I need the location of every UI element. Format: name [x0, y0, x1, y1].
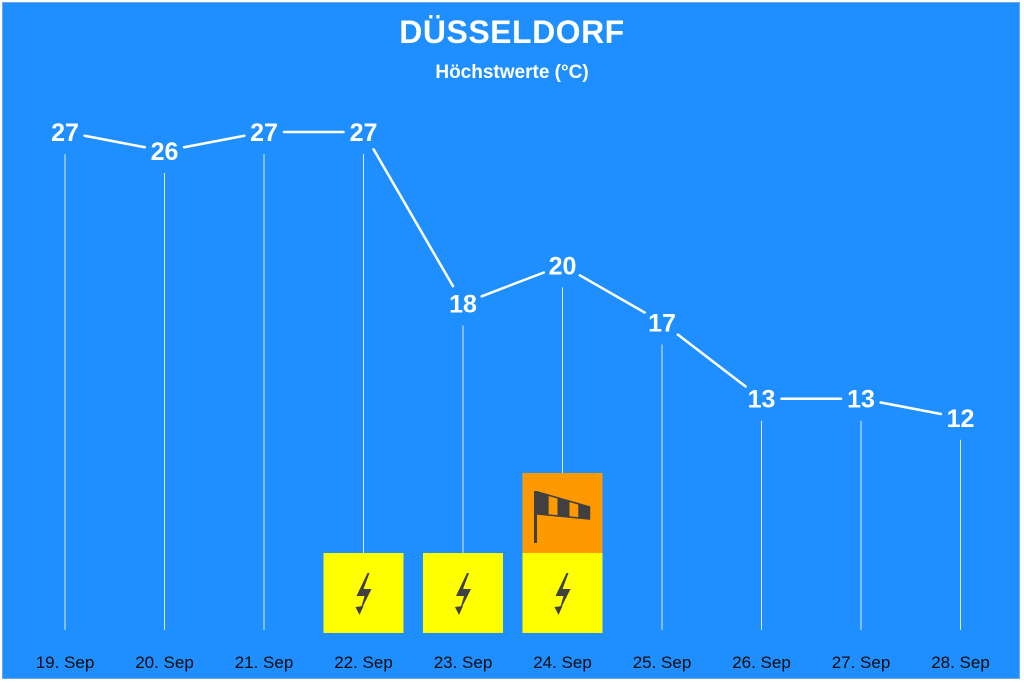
- x-tick-label: 28. Sep: [931, 653, 990, 672]
- x-tick-label: 27. Sep: [832, 653, 891, 672]
- windsock-stripe: [547, 494, 560, 517]
- windsock-stripe: [557, 497, 570, 518]
- x-tick-label: 26. Sep: [732, 653, 791, 672]
- windsock-stripe: [567, 500, 580, 519]
- chart-subtitle: Höchstwerte (°C): [435, 62, 589, 83]
- windsock-stripe: [578, 503, 591, 520]
- x-tick-label: 20. Sep: [135, 653, 194, 672]
- lightning-bolt: [456, 573, 471, 613]
- windsock-icon: [522, 473, 603, 553]
- data-label: 12: [947, 405, 975, 433]
- lightning-bolt: [555, 573, 571, 613]
- data-label: 17: [648, 310, 676, 338]
- series-line-segment: [182, 134, 246, 149]
- lightning-tip: [554, 606, 563, 615]
- x-tick-label: 21. Sep: [235, 653, 294, 672]
- data-label: 27: [51, 119, 79, 147]
- series-line-segment: [578, 274, 646, 314]
- x-tick-label: 24. Sep: [533, 653, 592, 672]
- lightning-tip: [355, 606, 364, 615]
- data-label: 13: [748, 386, 776, 414]
- series-line-segment: [372, 148, 455, 288]
- x-tick-label: 23. Sep: [434, 653, 493, 672]
- chart-title: DÜSSELDORF: [399, 14, 625, 50]
- series-line-segment: [83, 134, 147, 149]
- lightning-icon: [423, 553, 503, 633]
- data-label: 27: [350, 119, 378, 147]
- lightning-icon: [323, 553, 404, 633]
- data-label: 20: [549, 252, 577, 280]
- lightning-bolt: [356, 573, 372, 613]
- series-line-segment: [879, 401, 943, 416]
- data-label: 27: [250, 119, 278, 147]
- x-tick-label: 19. Sep: [36, 653, 95, 672]
- data-label: 26: [151, 138, 179, 166]
- data-label: 13: [847, 386, 875, 414]
- x-tick-label: 25. Sep: [633, 653, 692, 672]
- x-tick-label: 22. Sep: [334, 653, 393, 672]
- lightning-tip: [455, 606, 463, 615]
- data-label: 18: [449, 290, 477, 318]
- windsock-stripe: [536, 491, 549, 516]
- lightning-icon: [522, 553, 603, 633]
- series-line-segment: [480, 271, 546, 298]
- series-line-segment: [676, 333, 747, 388]
